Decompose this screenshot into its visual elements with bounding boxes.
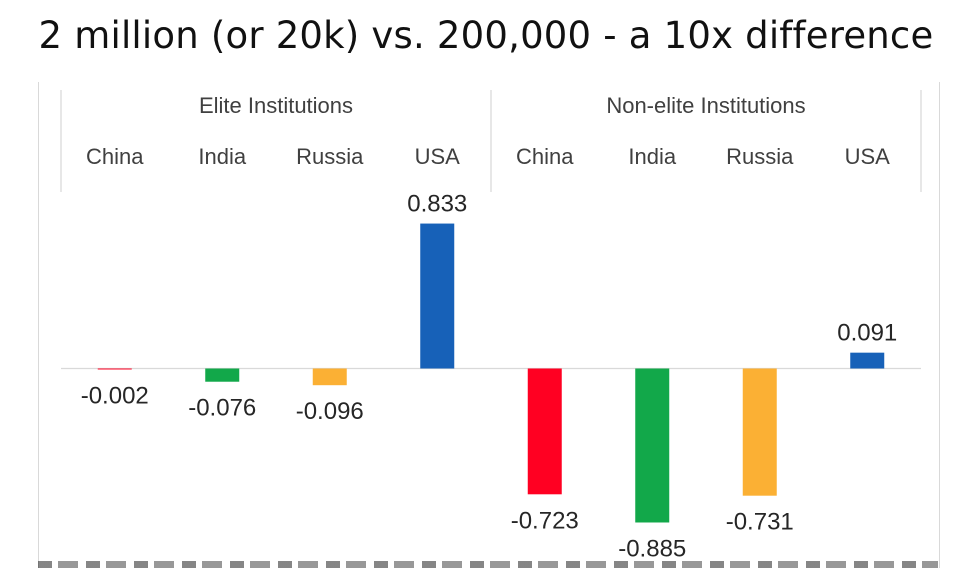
value-label: -0.076: [188, 395, 256, 422]
category-label: India: [198, 144, 246, 169]
value-label: 0.833: [407, 191, 467, 218]
bar: [850, 352, 885, 369]
bar: [205, 368, 240, 382]
category-label: India: [628, 144, 676, 169]
category-label: China: [86, 144, 144, 169]
bar: [97, 368, 132, 370]
bar: [742, 368, 777, 496]
group-label: Non-elite Institutions: [606, 93, 805, 118]
category-label: USA: [415, 144, 461, 169]
category-label: Russia: [726, 144, 794, 169]
chart-title: 2 million (or 20k) vs. 200,000 - a 10x d…: [38, 14, 934, 57]
category-label: China: [516, 144, 574, 169]
bar: [312, 368, 347, 386]
category-label: Russia: [296, 144, 364, 169]
chart-area: Elite Institutions Non-elite Institutions…: [38, 82, 940, 568]
value-label: 0.091: [837, 320, 897, 347]
bar: [527, 368, 562, 495]
bar: [635, 368, 670, 523]
value-label: -0.885: [618, 535, 686, 562]
value-label: -0.723: [511, 507, 579, 534]
group-label: Elite Institutions: [199, 93, 353, 118]
bar-chart: Elite Institutions Non-elite Institutions…: [60, 90, 922, 562]
bar: [420, 223, 455, 369]
value-label: -0.002: [81, 383, 149, 410]
value-label: -0.731: [726, 509, 794, 536]
category-label: USA: [845, 144, 891, 169]
cropped-source-caption: [38, 561, 938, 568]
value-label: -0.096: [296, 398, 364, 425]
